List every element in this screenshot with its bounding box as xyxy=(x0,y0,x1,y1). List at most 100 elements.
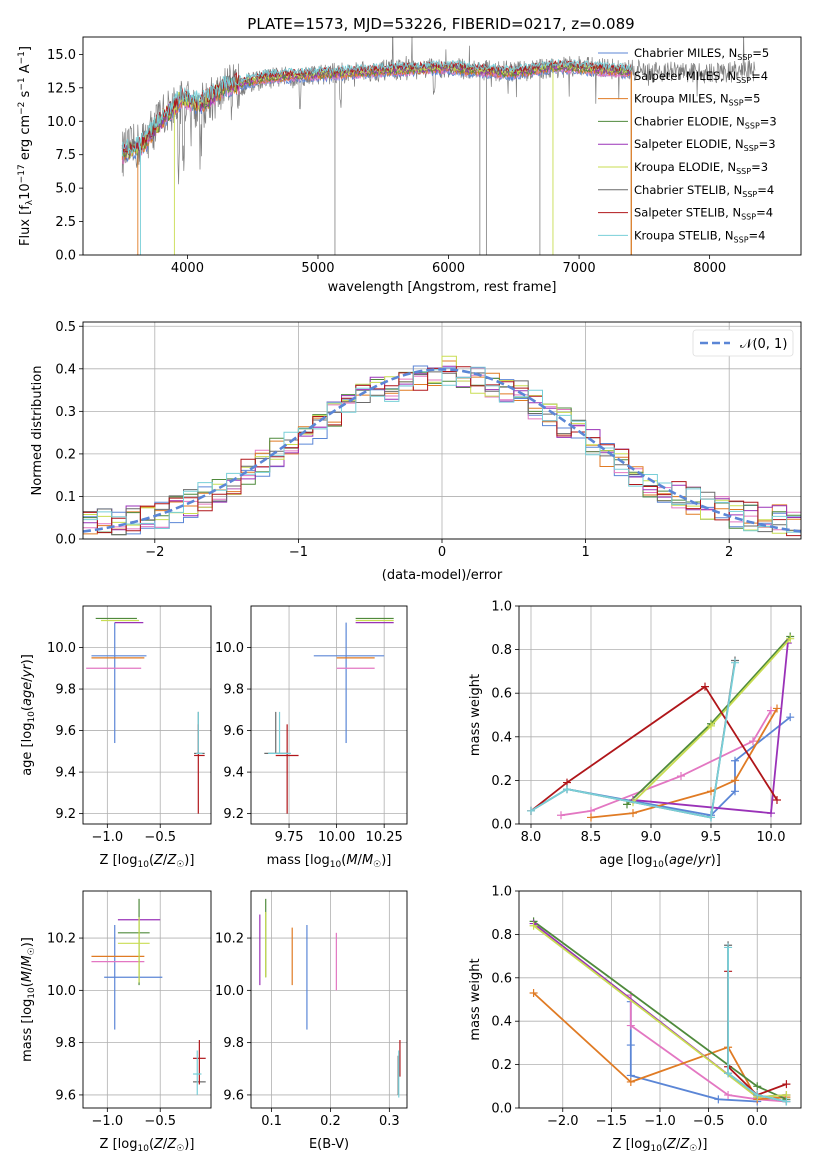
weight-marker xyxy=(753,1082,762,1091)
legend-label-text: Kroupa MILES, N xyxy=(634,92,729,106)
y-axis-label: mass weight xyxy=(468,674,483,756)
weight-line xyxy=(727,947,787,1103)
label-part: 10 xyxy=(137,860,149,870)
label-part: )] xyxy=(381,853,391,868)
label-part: )] xyxy=(184,1137,194,1152)
legend-label-text: Salpeter STELIB, N xyxy=(634,206,741,220)
label-part: ( xyxy=(149,853,154,868)
y-tick-label: 9.8 xyxy=(55,1036,76,1051)
weight-marker xyxy=(724,1090,733,1099)
legend-label: 𝒩(0, 1) xyxy=(740,337,787,352)
axes-mass-vs-EBV xyxy=(251,891,407,1108)
model-spectrum-line xyxy=(121,66,632,165)
y-tick-label: 9.4 xyxy=(223,766,244,781)
legend-box xyxy=(692,329,794,357)
x-tick-label: 0.3 xyxy=(379,1114,400,1129)
figure-title: PLATE=1573, MJD=53226, FIBERID=0217, z=0… xyxy=(247,15,634,33)
legend-label-sub: SSP xyxy=(742,190,757,199)
weight-marker xyxy=(767,706,775,715)
axes-age-vs-Z xyxy=(83,606,211,824)
weight-marker xyxy=(587,813,595,822)
y-tick-label: 0.0 xyxy=(55,249,76,264)
label-part: 10 xyxy=(27,987,37,999)
label-part: ☉ xyxy=(176,860,184,870)
label-part: s xyxy=(18,90,33,101)
weight-marker xyxy=(782,1080,791,1089)
label-part: ☉ xyxy=(27,947,37,955)
label-part: Z [log xyxy=(613,1137,651,1152)
y-tick-label: 9.6 xyxy=(55,724,76,739)
legend-label: Kroupa MILES, NSSP=5 xyxy=(634,92,760,108)
x-tick-label: 8000 xyxy=(693,261,726,276)
x-tick-label: 0.0 xyxy=(747,1114,768,1129)
y-tick-label: 0.2 xyxy=(55,447,76,462)
plot-area-spectrum xyxy=(121,37,756,255)
y-tick-label: 15.0 xyxy=(47,48,76,63)
label-part: Z xyxy=(166,1137,177,1152)
label-part: )] xyxy=(184,853,194,868)
axes-frame xyxy=(518,605,802,825)
y-tick-label: 0.5 xyxy=(55,320,76,335)
y-tick-label: 10.0 xyxy=(47,641,76,656)
weight-marker xyxy=(529,988,538,997)
label-part: / xyxy=(358,853,363,868)
label-part: E(B-V) xyxy=(309,1137,349,1152)
legend-label-text: Chabrier STELIB, N xyxy=(634,183,742,197)
label-part: ( xyxy=(664,853,669,868)
x-tick-label: 0.2 xyxy=(320,1114,341,1129)
x-axis-label: mass [log10(M/M☉)] xyxy=(267,853,392,870)
label-part: )] xyxy=(20,654,35,664)
label-part: ( xyxy=(341,853,346,868)
legend-label: Salpeter ELODIE, NSSP=3 xyxy=(634,137,776,153)
plot-area-mass-vs-EBV xyxy=(259,898,401,1098)
legend-label-suffix: =4 xyxy=(749,228,766,242)
label-part: ( xyxy=(149,1137,154,1152)
y-tick-label: 10.0 xyxy=(47,115,76,130)
label-part: 10 xyxy=(137,1144,149,1154)
x-tick-label: 0.1 xyxy=(261,1114,282,1129)
y-tick-label: 0.4 xyxy=(491,730,512,745)
label-part: M xyxy=(346,853,357,868)
label-part: )] xyxy=(20,937,35,947)
y-tick-label: 0.0 xyxy=(55,533,76,548)
label-part: (data-model)/error xyxy=(382,568,503,583)
legend-label-suffix: =5 xyxy=(752,46,769,60)
label-part: −2 xyxy=(17,102,27,115)
weight-marker xyxy=(731,787,739,796)
weight-marker xyxy=(767,809,775,818)
label-part: 10 xyxy=(27,711,37,723)
weight-marker xyxy=(626,1041,635,1050)
label-part: 10 xyxy=(652,860,664,870)
axes-frame xyxy=(250,890,408,1109)
label-part: ] xyxy=(18,46,33,51)
x-tick-label: −1.0 xyxy=(644,1114,676,1129)
legend-label: Kroupa STELIB, NSSP=4 xyxy=(634,228,765,244)
y-tick-label: 2.5 xyxy=(55,215,76,230)
axes-frame xyxy=(82,890,212,1109)
x-axis-label: Z [log10(Z/Z☉)] xyxy=(613,1137,708,1154)
weight-marker xyxy=(731,658,739,667)
x-tick-label: −1.0 xyxy=(92,1114,124,1129)
label-part: ( xyxy=(20,982,35,987)
y-tick-label: 9.8 xyxy=(223,683,244,698)
label-part: mass [log xyxy=(20,999,35,1062)
x-tick-label: 7000 xyxy=(563,261,596,276)
y-tick-label: 9.4 xyxy=(55,766,76,781)
y-tick-label: 0.4 xyxy=(55,362,76,377)
axes-weight-vs-Z xyxy=(519,890,801,1109)
weight-marker xyxy=(731,776,739,785)
legend-label-suffix: =4 xyxy=(751,69,768,83)
label-part: −17 xyxy=(17,164,27,183)
legend-label-suffix: =4 xyxy=(757,183,774,197)
weight-marker xyxy=(527,806,535,815)
label-part: −1 xyxy=(17,77,27,90)
model-spectrum-line xyxy=(121,58,632,157)
axes-frame xyxy=(82,321,802,540)
x-tick-label: 10.25 xyxy=(366,830,403,845)
y-axis-label: Normed distribution xyxy=(30,366,45,496)
weight-marker xyxy=(529,921,538,930)
plot-area-weight-vs-age xyxy=(527,632,795,822)
y-tick-label: 9.2 xyxy=(55,807,76,822)
label-part: λ xyxy=(25,199,35,205)
y-axis-label: mass [log10(M/M☉)] xyxy=(20,937,37,1062)
